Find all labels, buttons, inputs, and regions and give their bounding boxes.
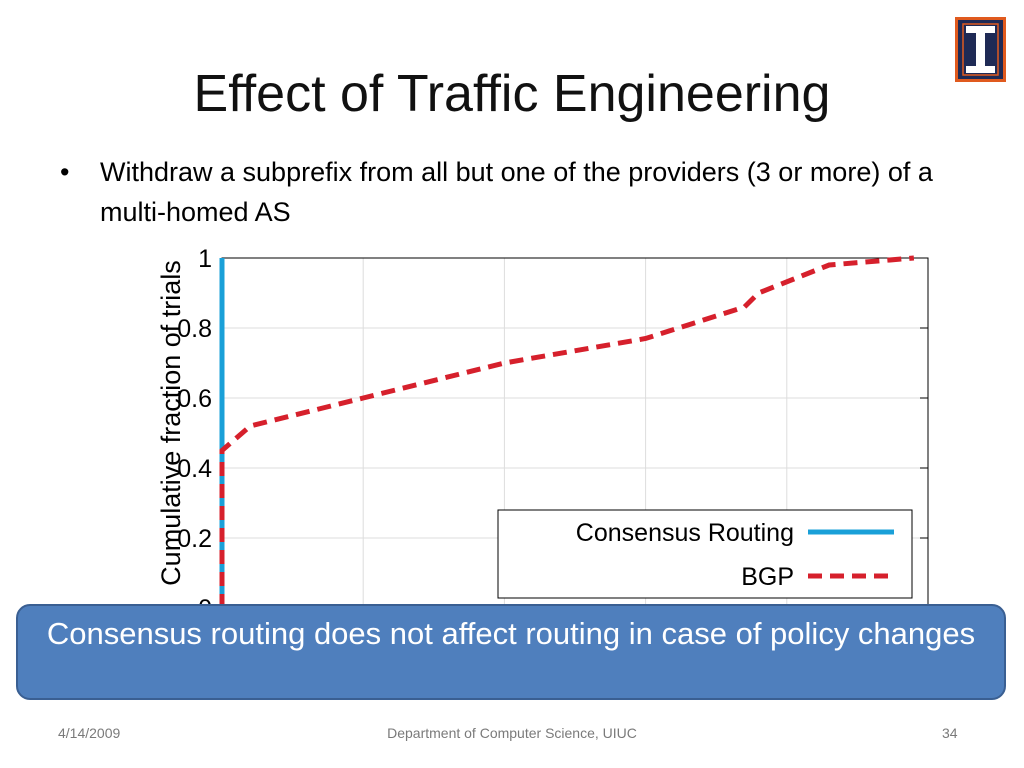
callout-box: Consensus routing does not affect routin…: [16, 604, 1006, 700]
legend-label: BGP: [741, 563, 794, 591]
series-line: [219, 255, 915, 608]
legend-box: [497, 509, 913, 599]
bullet-text: Withdraw a subprefix from all but one of…: [100, 157, 933, 227]
y-tick-label: 0.4: [177, 455, 212, 483]
bullet-marker: •: [60, 157, 70, 187]
column-logo-icon: [962, 23, 999, 76]
cdf-chart: 00.20.40.60.81 Cumulative fraction of tr…: [156, 245, 929, 610]
bullet-item: • Withdraw a subprefix from all but one …: [60, 152, 960, 232]
footer-department: Department of Computer Science, UIUC: [387, 725, 637, 741]
university-logo: [955, 17, 1006, 82]
bullet-list: • Withdraw a subprefix from all but one …: [60, 152, 960, 232]
y-tick-label: 0.2: [177, 525, 212, 553]
footer-page-number: 34: [942, 725, 958, 741]
footer-date: 4/14/2009: [58, 725, 121, 741]
y-axis-label: Cumulative fraction of trials: [156, 260, 186, 586]
y-tick-label: 1: [198, 245, 212, 273]
legend: Consensus Routing BGP: [497, 509, 913, 599]
legend-label: Consensus Routing: [576, 519, 794, 547]
y-tick-label: 0.8: [177, 315, 212, 343]
y-tick-label: 0.6: [177, 385, 212, 413]
slide-title: Effect of Traffic Engineering: [193, 65, 831, 123]
